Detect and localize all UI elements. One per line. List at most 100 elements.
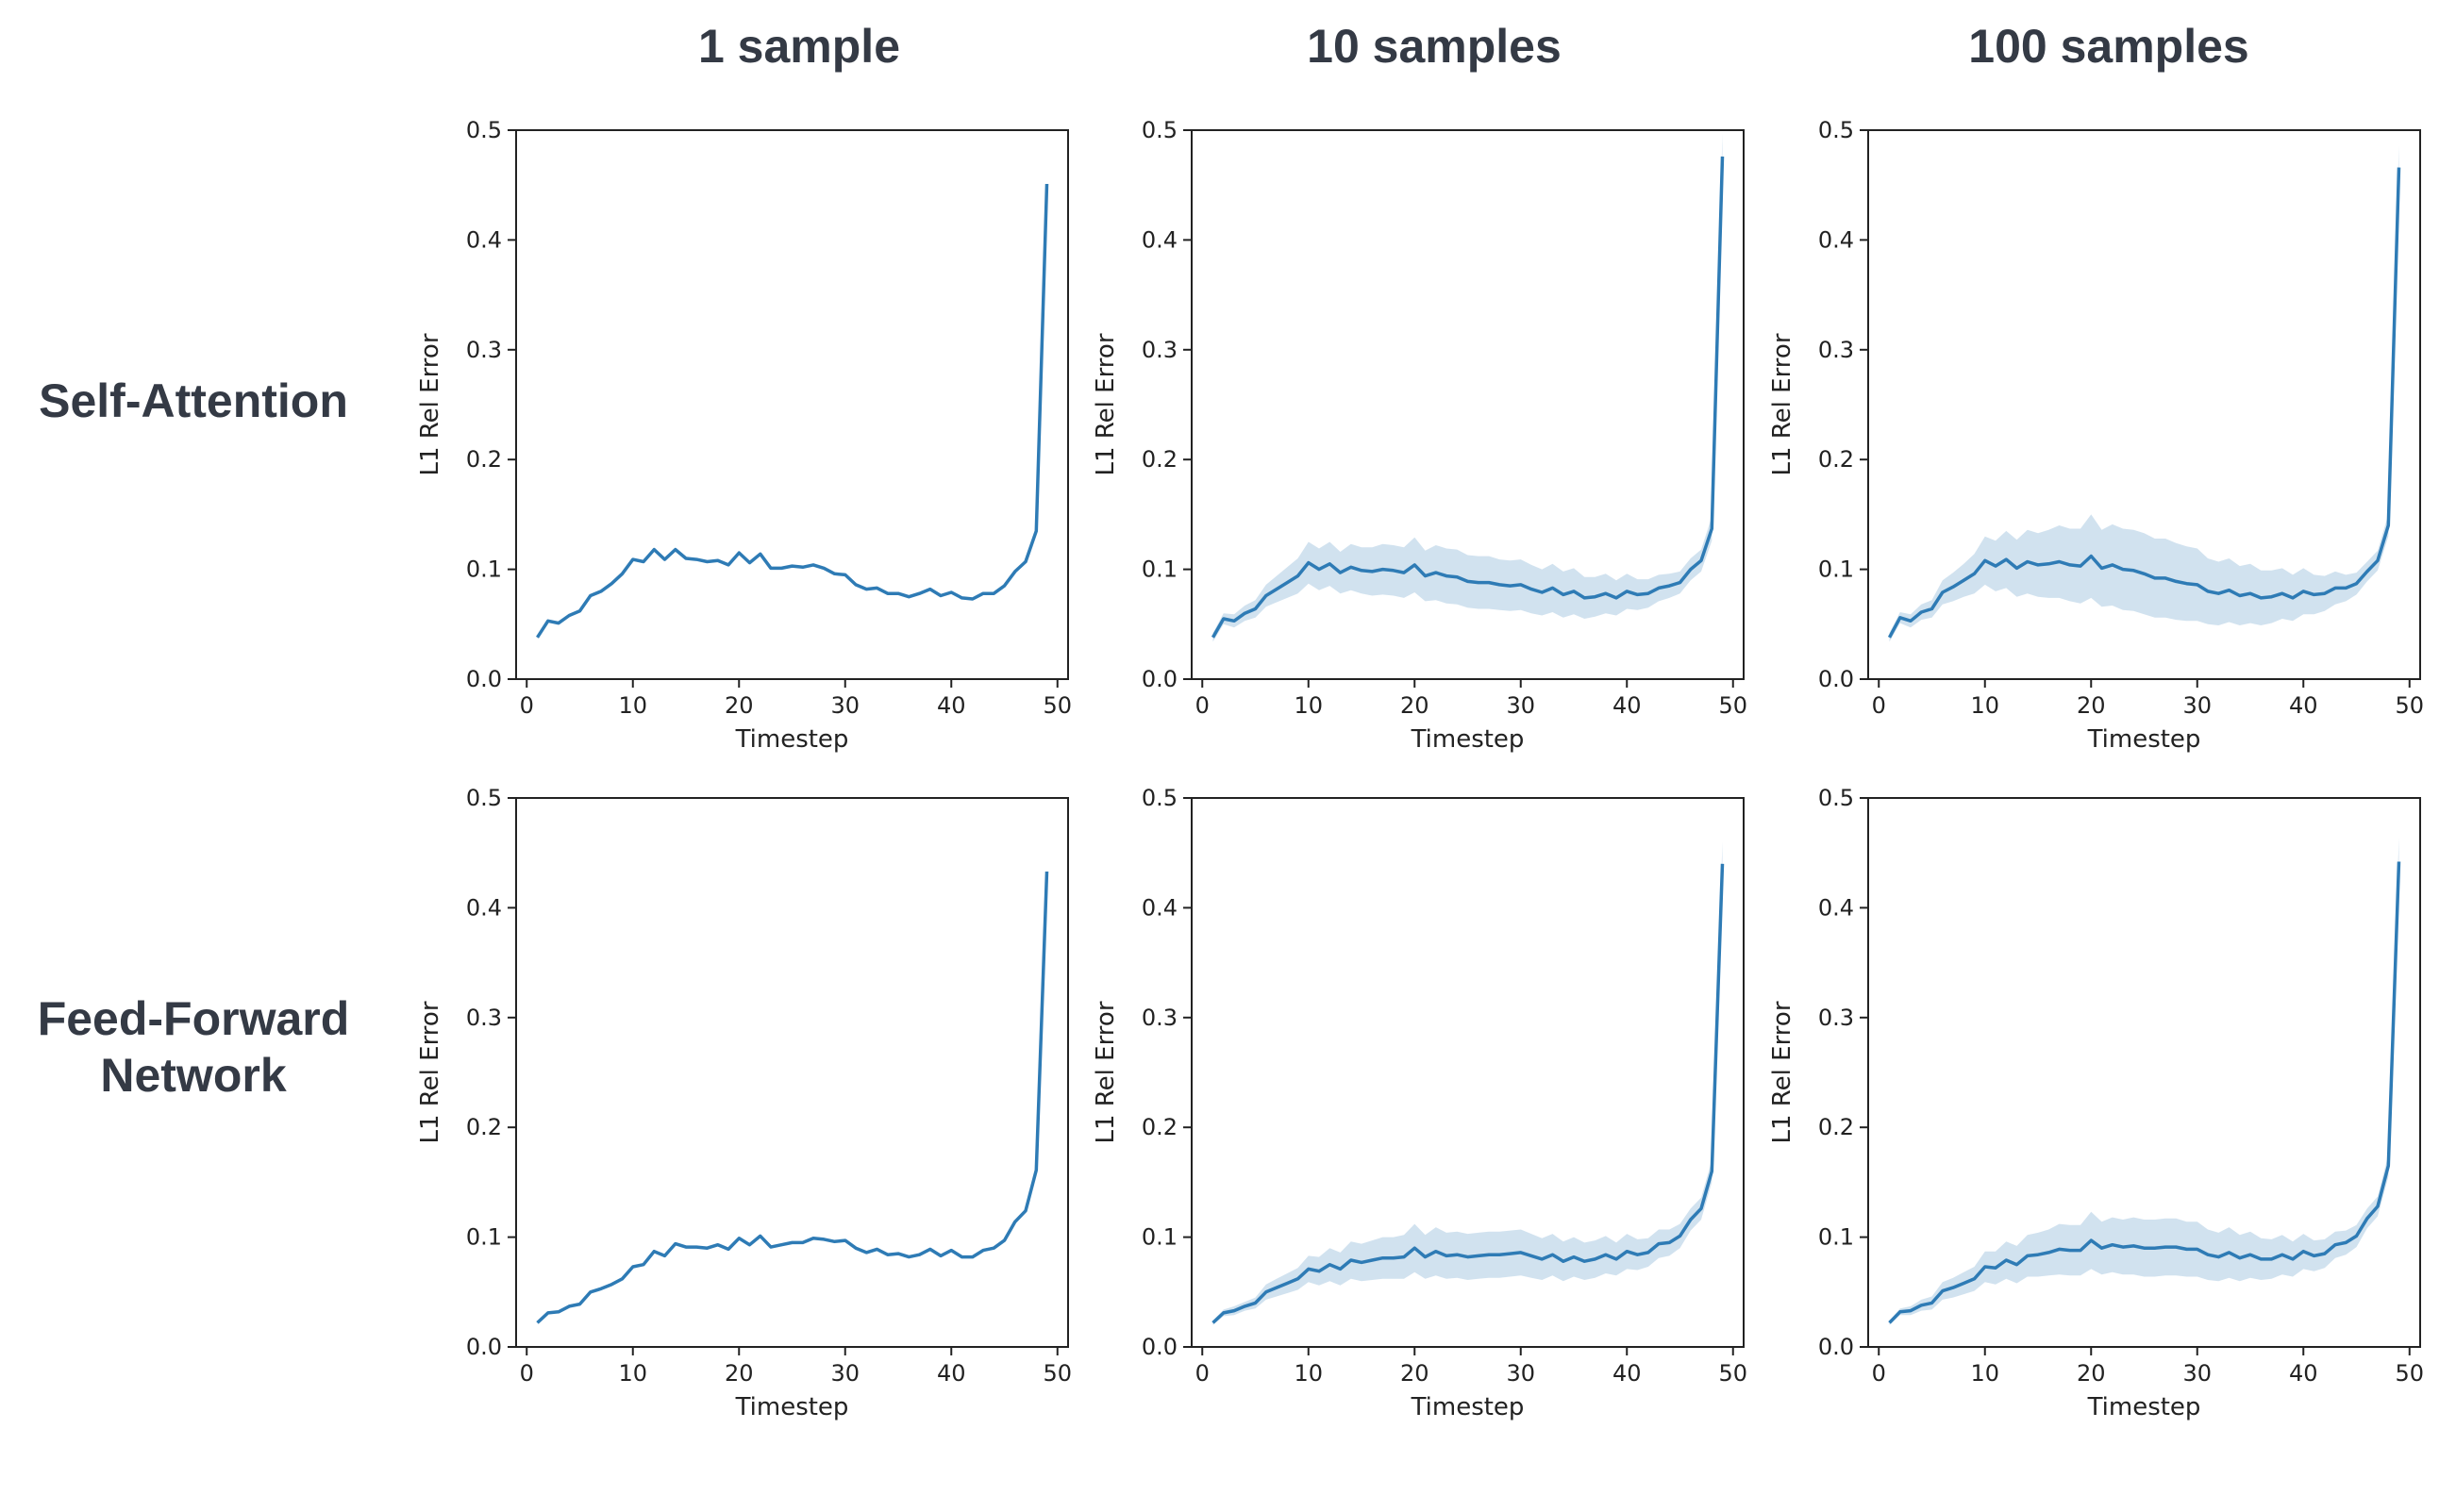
column-title-1-sample: 1 sample [697, 20, 900, 73]
y-tick-label: 0.4 [1818, 226, 1854, 253]
y-tick-label: 0.0 [1818, 666, 1854, 692]
confidence-band [1889, 145, 2399, 642]
x-tick-label: 50 [1718, 1360, 1747, 1387]
y-tick-label: 0.4 [466, 226, 502, 253]
axes-frame [515, 797, 1069, 1348]
x-tick-label: 30 [1506, 1360, 1535, 1387]
x-tick-label: 20 [725, 692, 754, 719]
y-tick-label: 0.4 [1142, 894, 1178, 921]
y-axis-label: L1 Rel Error [1768, 1001, 1796, 1143]
y-tick-label: 0.0 [466, 666, 502, 692]
chart-panel-self-attention-1: 0.0 0.1 0.2 0.3 0.4 0.5 0 10 20 30 40 50 Timestep L1 … [416, 117, 1072, 754]
x-tick-label: 20 [2077, 1360, 2106, 1387]
row-title-line: Feed-Forward [37, 992, 350, 1045]
x-tick-label: 50 [2395, 692, 2424, 719]
x-tick-label: 30 [830, 692, 860, 719]
x-axis-label: Timestep [1411, 1393, 1525, 1421]
y-tick-label: 0.2 [466, 446, 502, 473]
axes-frame [1867, 129, 2421, 680]
mean-line [1211, 863, 1725, 1324]
x-tick-label: 10 [1294, 1360, 1323, 1387]
x-tick-label: 50 [1718, 692, 1747, 719]
y-tick-label: 0.3 [466, 337, 502, 363]
confidence-band [1212, 133, 1723, 642]
y-tick-label: 0.5 [466, 785, 502, 811]
chart-panel-self-attention-2: 0.0 0.1 0.2 0.3 0.4 0.5 0 10 20 30 40 50 Timestep L1 … [1092, 117, 1747, 754]
y-tick-label: 0.0 [466, 1334, 502, 1360]
axes-frame [515, 129, 1069, 680]
x-tick-label: 40 [2289, 1360, 2318, 1387]
x-axis-label: Timestep [735, 725, 849, 754]
y-tick-label: 0.3 [466, 1005, 502, 1031]
chart-panel-feed-forward-3: 0.0 0.1 0.2 0.3 0.4 0.5 0 10 20 30 40 50 Timestep L1 … [1768, 785, 2424, 1421]
chart-panel-feed-forward-2: 0.0 0.1 0.2 0.3 0.4 0.5 0 10 20 30 40 50 Timestep L1 … [1092, 785, 1747, 1421]
y-tick-label: 0.4 [466, 894, 502, 921]
mean-line [536, 871, 1049, 1324]
y-tick-label: 0.2 [1818, 1114, 1854, 1140]
x-tick-label: 40 [1612, 1360, 1642, 1387]
y-axis-label: L1 Rel Error [1768, 333, 1796, 475]
y-tick-label: 0.1 [1142, 1224, 1178, 1251]
y-tick-label: 0.1 [466, 557, 502, 583]
y-tick-label: 0.0 [1818, 1334, 1854, 1360]
y-tick-label: 0.1 [1142, 557, 1178, 583]
x-tick-label: 50 [1043, 1360, 1072, 1387]
y-tick-label: 0.5 [1818, 117, 1854, 143]
x-tick-label: 10 [1970, 1360, 1999, 1387]
x-tick-label: 0 [1872, 692, 1886, 719]
x-tick-label: 40 [937, 1360, 966, 1387]
x-tick-label: 10 [618, 1360, 647, 1387]
y-tick-label: 0.5 [1142, 785, 1178, 811]
x-tick-label: 0 [520, 1360, 534, 1387]
x-tick-label: 30 [2182, 1360, 2212, 1387]
y-tick-label: 0.2 [1142, 446, 1178, 473]
row-title-feed-forward-network: Feed-Forward Network [0, 990, 387, 1104]
y-tick-label: 0.5 [466, 117, 502, 143]
x-tick-label: 20 [1400, 692, 1429, 719]
x-tick-label: 40 [1612, 692, 1642, 719]
axes-frame [1191, 129, 1745, 680]
x-tick-label: 0 [520, 692, 534, 719]
row-title-line: Self-Attention [39, 374, 348, 427]
y-tick-label: 0.2 [1142, 1114, 1178, 1140]
y-tick-label: 0.0 [1142, 666, 1178, 692]
x-tick-label: 10 [1294, 692, 1323, 719]
mean-line [536, 183, 1049, 639]
confidence-band [1889, 837, 2399, 1325]
mean-line [1888, 861, 2401, 1324]
x-tick-label: 20 [1400, 1360, 1429, 1387]
x-tick-label: 0 [1195, 692, 1210, 719]
x-tick-label: 0 [1872, 1360, 1886, 1387]
y-tick-label: 0.1 [1818, 1224, 1854, 1251]
x-tick-label: 30 [1506, 692, 1535, 719]
axes-frame [1867, 797, 2421, 1348]
row-title-self-attention: Self-Attention [0, 373, 387, 429]
x-axis-label: Timestep [2087, 725, 2201, 754]
mean-line [1887, 167, 2401, 639]
x-axis-label: Timestep [2087, 1393, 2201, 1421]
y-tick-label: 0.4 [1142, 226, 1178, 253]
y-axis-label: L1 Rel Error [1092, 333, 1120, 475]
y-tick-label: 0.1 [466, 1224, 502, 1251]
x-tick-label: 40 [2289, 692, 2318, 719]
chart-panel-feed-forward-1: 0.0 0.1 0.2 0.3 0.4 0.5 0 10 20 30 40 50 Timestep L1 … [416, 785, 1072, 1421]
x-tick-label: 0 [1195, 1360, 1210, 1387]
x-axis-label: Timestep [1411, 725, 1525, 754]
x-tick-label: 30 [2182, 692, 2212, 719]
y-tick-label: 0.5 [1818, 785, 1854, 811]
x-tick-label: 40 [937, 692, 966, 719]
y-tick-label: 0.3 [1818, 337, 1854, 363]
y-tick-label: 0.2 [1818, 446, 1854, 473]
column-title-100-samples: 100 samples [1968, 20, 2249, 73]
x-tick-label: 10 [1970, 692, 1999, 719]
x-axis-label: Timestep [735, 1393, 849, 1421]
x-tick-label: 20 [725, 1360, 754, 1387]
y-tick-label: 0.1 [1818, 557, 1854, 583]
y-tick-label: 0.5 [1142, 117, 1178, 143]
x-tick-label: 20 [2077, 692, 2106, 719]
y-axis-label: L1 Rel Error [1092, 1001, 1120, 1143]
y-axis-label: L1 Rel Error [416, 1001, 444, 1143]
x-tick-label: 50 [2395, 1360, 2424, 1387]
y-tick-label: 0.0 [1142, 1334, 1178, 1360]
